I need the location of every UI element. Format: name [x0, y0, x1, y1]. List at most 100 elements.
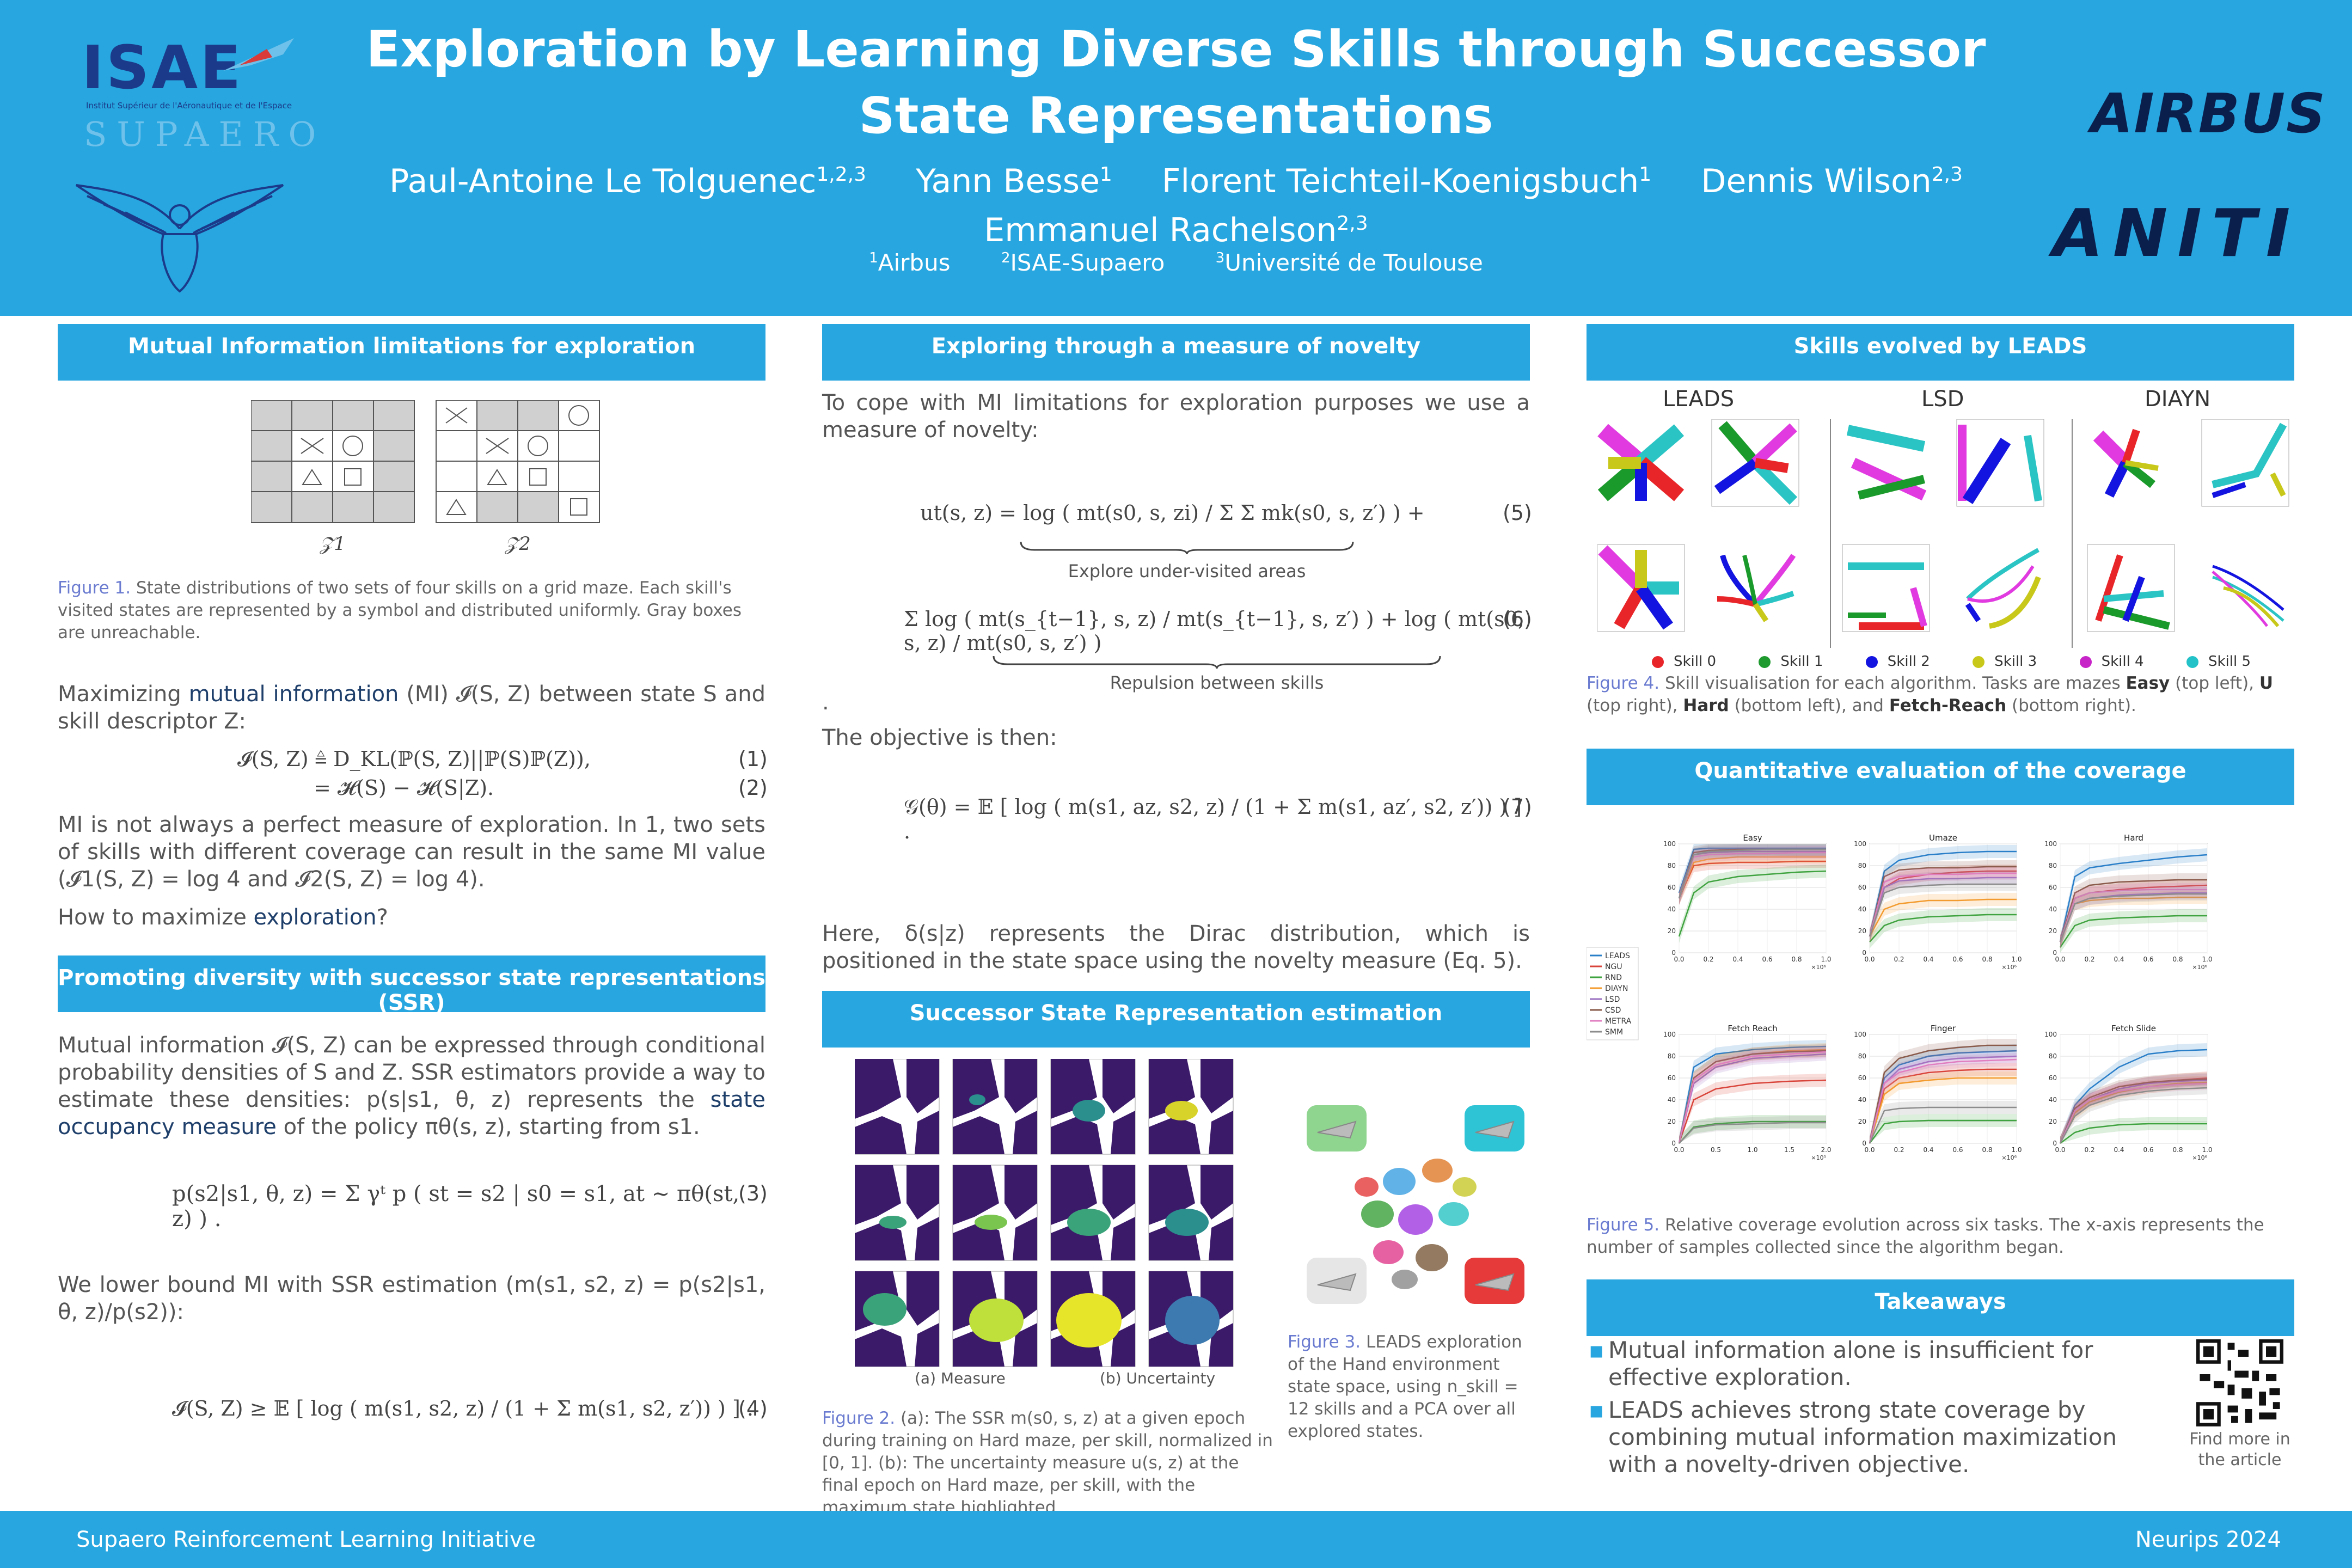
legend-item: Skill 4: [2079, 653, 2144, 670]
series-line: [1869, 1077, 2017, 1144]
y-tick-label: 60: [1858, 1074, 1866, 1082]
series-line: [1869, 1044, 2017, 1144]
algo-label-diayn: DIAYN: [2145, 387, 2211, 412]
x-scale-label: ×10⁶: [1811, 964, 1826, 971]
x-tick-label: 1.0: [1747, 1146, 1757, 1154]
x-tick-label: 0.0: [2055, 1146, 2065, 1154]
skill-legend: Skill 0 Skill 1 Skill 2 Skill 3 Skill 4 …: [1652, 653, 2251, 670]
series-line: [1679, 1122, 1826, 1144]
series-band: [1870, 865, 2017, 943]
series-band: [1870, 1101, 2017, 1143]
grid-z1: [251, 400, 415, 523]
y-tick-label: 20: [1858, 927, 1866, 935]
series-line: [2059, 1082, 2208, 1144]
x-tick-label: 2.0: [1821, 1146, 1831, 1154]
x-tick-label: 0.4: [1732, 955, 1743, 963]
x-tick-label: 0.8: [2172, 1146, 2183, 1154]
x-tick-label: 1.0: [2011, 955, 2022, 963]
y-tick-label: 60: [2049, 884, 2057, 891]
y-tick-label: 80: [1858, 1052, 1866, 1060]
y-tick-label: 0: [1862, 949, 1866, 957]
legend-label: NGU: [1605, 963, 1622, 971]
plot-area: [1869, 843, 2017, 953]
series-line: [1869, 914, 2017, 942]
y-tick-label: 60: [1668, 884, 1676, 891]
y-tick-label: 0: [2053, 1140, 2057, 1147]
y-tick-label: 20: [1668, 1118, 1676, 1125]
x-tick-label: 1.0: [1821, 955, 1831, 963]
series-line: [2059, 893, 2207, 942]
figure-label: Figure 1.: [58, 578, 131, 598]
series-band: [2060, 879, 2207, 948]
y-tick-label: 100: [1854, 1031, 1866, 1038]
airbus-logo: AIRBUS: [2091, 82, 2327, 145]
supaero-logo-text: SUPAERO: [84, 114, 326, 154]
title-line-2: State Representations: [859, 87, 1493, 145]
author: Dennis Wilson2,3: [1701, 162, 1963, 200]
x-tick-label: 0.8: [1791, 955, 1802, 963]
plane-icon: [223, 38, 294, 71]
legend-label: LSD: [1605, 995, 1620, 1004]
section-header-novelty: Exploring through a measure of novelty: [822, 324, 1530, 381]
brace-repulsion: [993, 656, 1441, 669]
paragraph-dirac: Here, δ(s|z) represents the Dirac distri…: [822, 921, 1530, 973]
x-scale-label: ×10⁶: [2192, 1154, 2207, 1161]
series-band: [1870, 893, 2017, 943]
series-band: [2060, 848, 2207, 948]
equation-7-number: (7): [1503, 795, 1532, 819]
coverage-chart: 0 20 40 60 80 100 0.0 0.2 0.4 0.6 0.8 1.0×10⁶ Finger: [1854, 1024, 2022, 1161]
y-tick-label: 40: [1668, 1096, 1676, 1104]
chart-title: Finger: [1931, 1024, 1956, 1033]
series-band: [1679, 850, 1826, 905]
affiliation: 2ISAE-Supaero: [1001, 249, 1165, 276]
series-line: [2059, 1087, 2208, 1144]
series-band: [2060, 1077, 2207, 1143]
series-band: [1870, 1053, 2017, 1143]
chart-title: Fetch Slide: [2111, 1024, 2156, 1033]
qr-caption: Find more in the article: [2189, 1430, 2290, 1469]
y-tick-label: 40: [2049, 905, 2057, 913]
qr-code-icon[interactable]: [2196, 1339, 2283, 1426]
author: Yann Besse1: [916, 162, 1112, 200]
footer-right-text: Neurips 2024: [2135, 1527, 2281, 1552]
legend-item: Skill 0: [1652, 653, 1716, 670]
isae-logo-text: ISAE: [82, 33, 243, 102]
affiliation: 1Airbus: [869, 249, 951, 276]
x-tick-label: 0.4: [2114, 1146, 2124, 1154]
series-line: [1869, 1058, 2017, 1144]
y-tick-label: 40: [1858, 1096, 1866, 1104]
equation-3: p(s2|s1, θ, z) = Σ γᵗ p ( st = s2 | s0 =…: [172, 1181, 740, 1232]
figure-1-caption: Figure 1. State distributions of two set…: [58, 577, 765, 644]
trailing-dot: .: [822, 690, 829, 715]
series-line: [1678, 852, 1826, 899]
y-tick-label: 0: [2053, 949, 2057, 957]
y-tick-label: 80: [2049, 1052, 2057, 1060]
x-tick-label: 1.5: [1784, 1146, 1794, 1154]
x-tick-label: 0.0: [1674, 955, 1684, 963]
eagle-emblem-icon: [75, 184, 284, 293]
series-band: [1679, 1043, 1826, 1143]
series-line: [2059, 915, 2207, 948]
x-scale-label: ×10⁶: [2192, 964, 2207, 971]
series-band: [1870, 867, 2017, 943]
paragraph-ssr: Mutual information 𝓘(S, Z) can be expres…: [58, 1033, 765, 1140]
coverage-chart: 0 20 40 60 80 100 0.0 0.5 1.0 1.5 2.0×10⁵ Fetch Rea…: [1663, 1024, 1831, 1161]
series-band: [1870, 860, 2017, 943]
series-band: [1679, 855, 1826, 905]
series-line: [2059, 1081, 2208, 1144]
brace-explore: [1020, 541, 1354, 555]
x-tick-label: 1.0: [2011, 1146, 2022, 1154]
author: Florent Teichteil-Koenigsbuch1: [1161, 162, 1652, 200]
x-tick-label: 0.8: [1982, 955, 1992, 963]
y-tick-label: 100: [1663, 840, 1676, 848]
y-tick-label: 80: [1668, 1052, 1676, 1060]
ssr-heatmap-figure: [855, 1059, 1234, 1367]
figure-3-caption: Figure 3. LEADS exploration of the Hand …: [1288, 1331, 1527, 1443]
series-line: [1678, 870, 1827, 937]
equation-6-number: (6): [1503, 607, 1532, 631]
x-scale-label: ×10⁶: [2001, 1154, 2017, 1161]
y-tick-label: 60: [1668, 1074, 1676, 1082]
series-line: [2059, 889, 2207, 942]
y-tick-label: 60: [1858, 884, 1866, 891]
equation-4: 𝓘(S, Z) ≥ 𝔼 [ log ( m(s1, s2, z) / (1 + …: [172, 1396, 754, 1420]
